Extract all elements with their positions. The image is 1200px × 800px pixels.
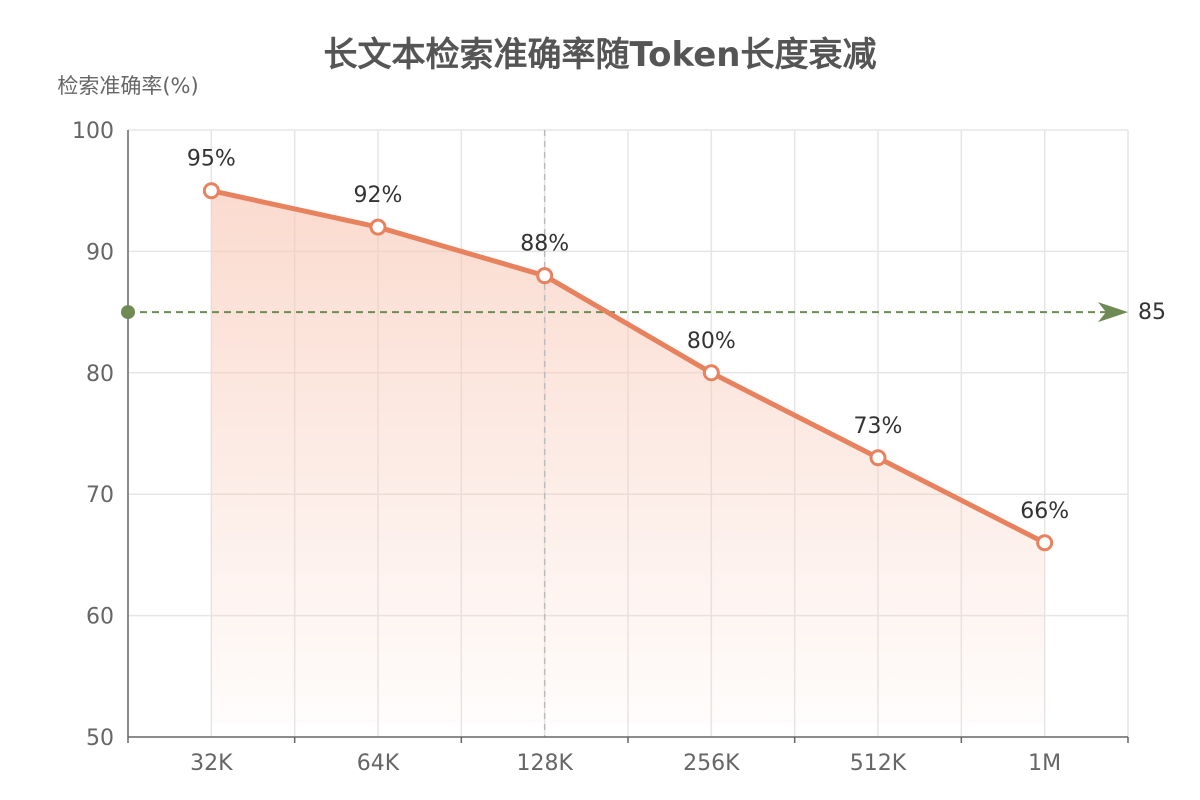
x-tick-label: 512K — [850, 751, 907, 776]
x-tick-label: 64K — [357, 751, 400, 776]
y-tick-label: 60 — [86, 605, 114, 630]
data-labels: 95% 92% 88% 80% 73% 66% — [187, 147, 1069, 524]
data-point-marker[interactable] — [202, 182, 220, 200]
x-tick-labels: 32K 64K 128K 256K 512K 1M — [190, 751, 1061, 776]
data-label: 66% — [1020, 499, 1069, 524]
x-tick-label: 256K — [683, 751, 740, 776]
reference-start-dot — [121, 305, 135, 320]
data-label: 80% — [687, 329, 736, 354]
y-tick-label: 80 — [86, 362, 114, 387]
x-tick-label: 128K — [516, 751, 573, 776]
data-point-marker[interactable] — [369, 218, 387, 236]
data-point-marker[interactable] — [536, 267, 554, 285]
x-tick-label: 1M — [1028, 751, 1061, 776]
y-tick-label: 90 — [86, 240, 114, 265]
data-label: 92% — [354, 183, 403, 208]
data-point-marker[interactable] — [702, 364, 720, 382]
y-tick-label: 70 — [86, 483, 114, 508]
chart-title: 长文本检索准确率随Token长度衰减 — [324, 35, 877, 75]
y-tick-label: 100 — [72, 119, 114, 144]
data-markers — [202, 182, 1054, 552]
data-label: 73% — [854, 414, 903, 439]
data-label: 95% — [187, 147, 236, 172]
data-label: 88% — [520, 232, 569, 257]
y-axis-title: 检索准确率(%) — [57, 74, 198, 98]
area-fill-group — [211, 190, 1045, 723]
reference-line-label: 85 — [1138, 300, 1166, 325]
area-fill — [211, 190, 1045, 723]
data-point-marker[interactable] — [1036, 534, 1054, 552]
reference-arrow-icon — [1098, 302, 1128, 323]
data-point-marker[interactable] — [869, 449, 887, 467]
series-line-group — [208, 188, 1048, 546]
axes — [127, 130, 1129, 743]
x-tick-label: 32K — [190, 751, 233, 776]
y-tick-labels: 50 60 70 80 90 100 — [72, 119, 114, 751]
reference-line-group: 85 — [121, 300, 1166, 325]
series-line — [208, 188, 1048, 546]
y-tick-label: 50 — [86, 726, 114, 751]
